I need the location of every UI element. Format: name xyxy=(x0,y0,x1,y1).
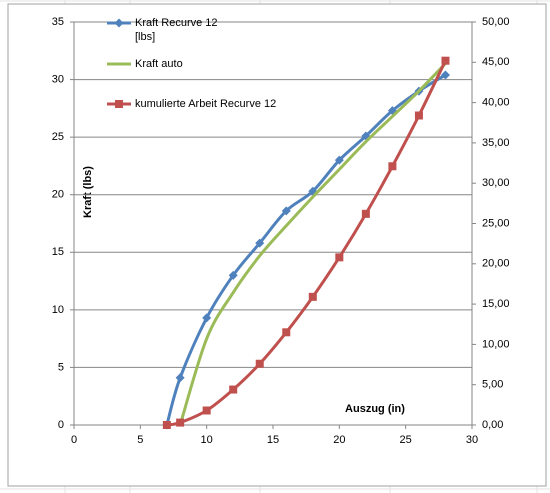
y2-tick-label: 5,00 xyxy=(482,379,503,391)
legend-marker xyxy=(115,100,123,108)
legend-label: kumulierte Arbeit Recurve 12 xyxy=(135,98,277,110)
x-tick-label: 0 xyxy=(71,434,77,446)
y2-tick-label: 25,00 xyxy=(482,217,510,229)
data-point xyxy=(202,406,211,415)
legend-label: Kraft Recurve 12 [lbs] xyxy=(135,17,218,43)
data-point xyxy=(229,385,238,394)
y2-tick-label: 50,00 xyxy=(482,16,510,28)
y-tick-label: 5 xyxy=(58,361,64,373)
x-tick-label: 15 xyxy=(267,434,279,446)
y-axis-title: Kraft (lbs) xyxy=(82,166,94,218)
y-tick-label: 35 xyxy=(52,16,64,28)
y-tick-label: 30 xyxy=(52,73,64,85)
x-tick-label: 10 xyxy=(201,434,213,446)
data-point xyxy=(441,56,450,65)
y-tick-label: 0 xyxy=(58,419,64,431)
y-tick-label: 20 xyxy=(52,189,64,201)
data-point xyxy=(335,253,344,262)
x-tick-label: 5 xyxy=(137,434,143,446)
y2-tick-label: 45,00 xyxy=(482,56,510,68)
data-point xyxy=(228,270,238,280)
data-point xyxy=(440,70,450,80)
data-point xyxy=(202,313,212,323)
y2-tick-label: 35,00 xyxy=(482,137,510,149)
legend-label: Kraft auto xyxy=(135,58,183,70)
x-tick-label: 30 xyxy=(466,434,478,446)
x-tick-label: 25 xyxy=(400,434,412,446)
data-point xyxy=(176,418,185,427)
y2-tick-label: 10,00 xyxy=(482,338,510,350)
data-point xyxy=(308,292,317,301)
y2-tick-label: 30,00 xyxy=(482,177,510,189)
chart-area xyxy=(7,3,547,487)
data-point xyxy=(361,209,370,218)
x-tick-label: 20 xyxy=(333,434,345,446)
data-point xyxy=(414,111,423,120)
legend-marker xyxy=(114,18,124,28)
series-line xyxy=(178,62,447,426)
y2-tick-label: 40,00 xyxy=(482,97,510,109)
data-point xyxy=(334,155,344,165)
y2-tick-label: 15,00 xyxy=(482,298,510,310)
data-point xyxy=(162,421,171,429)
data-point xyxy=(255,238,265,248)
data-point xyxy=(388,162,397,171)
data-point xyxy=(281,206,291,216)
y2-tick-label: 0,00 xyxy=(482,419,503,431)
annotation: Auszug (in) xyxy=(345,403,405,415)
y2-tick-label: 20,00 xyxy=(482,258,510,270)
y-tick-label: 15 xyxy=(52,246,64,258)
data-point xyxy=(175,373,185,383)
y-tick-label: 25 xyxy=(52,131,64,143)
data-point xyxy=(282,328,291,337)
data-point xyxy=(255,359,264,368)
y-tick-label: 10 xyxy=(52,304,64,316)
